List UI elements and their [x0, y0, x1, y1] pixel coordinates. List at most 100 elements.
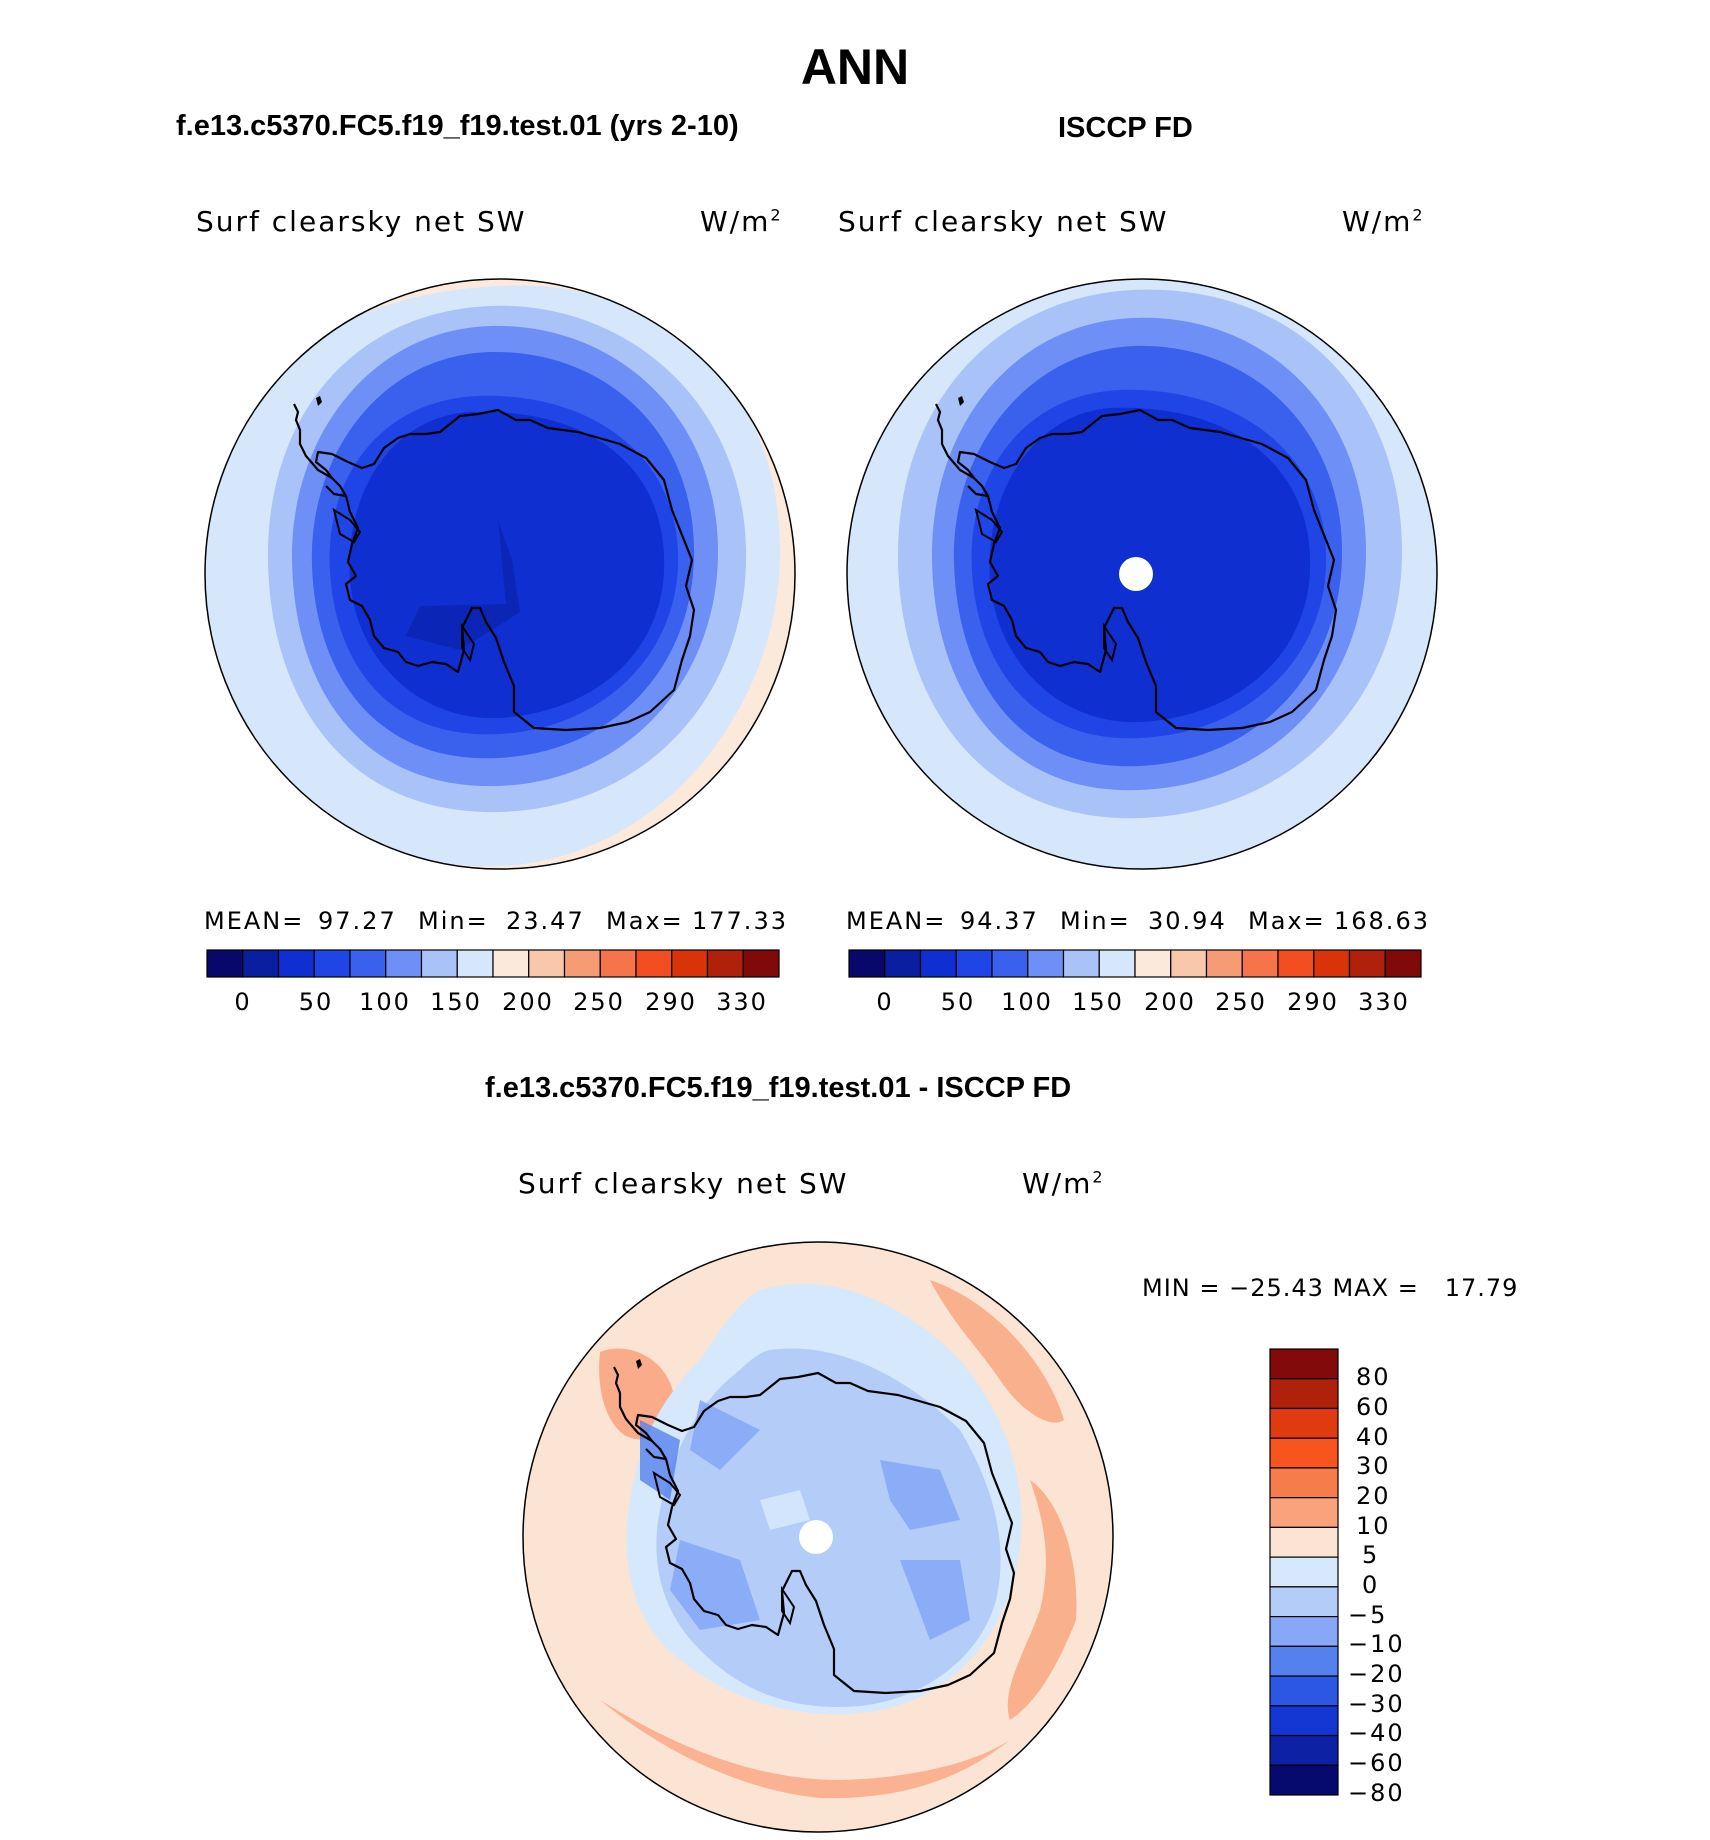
- diff-ice-shelf: [781, 1585, 796, 1626]
- diff-units-label: W/m2: [1022, 1167, 1105, 1200]
- model-map-border: [204, 278, 796, 870]
- obs-colorbar-label: 200: [1144, 988, 1196, 1016]
- model-colorbar-label: 150: [430, 988, 482, 1016]
- diff-colorbar-label: 10: [1356, 1512, 1391, 1540]
- model-min-label: Min=: [418, 907, 489, 935]
- diff-colorbar-box: [1269, 1348, 1339, 1380]
- diff-colorbar-label: −20: [1348, 1660, 1405, 1688]
- obs-colorbar-label: 100: [1001, 988, 1053, 1016]
- model-colorbar-label: 50: [298, 988, 334, 1016]
- model-colorbar-box: [671, 949, 709, 978]
- obs-colorbar-box: [1384, 949, 1422, 978]
- model-max-label: Max=: [606, 907, 684, 935]
- obs-variable-label: Surf clearsky net SW: [838, 205, 1169, 238]
- obs-polar-map: [846, 278, 1438, 870]
- obs-min-value: 30.94: [1148, 907, 1227, 935]
- obs-colorbar-box: [1098, 949, 1136, 978]
- model-min-value: 23.47: [506, 907, 585, 935]
- obs-colorbar-box: [1027, 949, 1065, 978]
- obs-ice-shelf: [974, 507, 1004, 544]
- diff-colorbar: [1269, 1348, 1339, 1796]
- model-peninsula-coastline: [293, 403, 347, 498]
- diff-field-level: [600, 1700, 1010, 1799]
- model-max-value: 177.33: [692, 907, 788, 935]
- diff-colorbar-label: 30: [1356, 1452, 1391, 1480]
- model-ice-shelf: [332, 507, 362, 544]
- diff-peninsula-coastline: [613, 1366, 667, 1461]
- diff-field-level: [880, 1460, 960, 1530]
- model-ice-shelf: [461, 622, 476, 663]
- obs-colorbar-label: 250: [1215, 988, 1267, 1016]
- obs-colorbar-label: 290: [1287, 988, 1339, 1016]
- obs-ice-shelf: [1103, 622, 1118, 663]
- obs-colorbar-box: [1170, 949, 1208, 978]
- model-colorbar-box: [492, 949, 530, 978]
- model-colorbar-box: [456, 949, 494, 978]
- diff-panel-header: f.e13.c5370.FC5.f19_f19.test.01 - ISCCP …: [485, 1072, 1072, 1104]
- model-colorbar-box: [385, 949, 423, 978]
- model-colorbar-box: [349, 949, 387, 978]
- diff-colorbar-box: [1269, 1705, 1339, 1737]
- diff-field-level: [690, 1400, 760, 1470]
- obs-panel-header: ISCCP FD: [1058, 112, 1193, 144]
- diff-colorbar-label: −80: [1348, 1779, 1405, 1807]
- obs-max-label: Max=: [1248, 907, 1326, 935]
- model-island: [316, 396, 322, 406]
- diff-colorbar-box: [1269, 1526, 1339, 1558]
- model-colorbar-box: [420, 949, 458, 978]
- model-variable-label: Surf clearsky net SW: [196, 205, 527, 238]
- diff-island: [636, 1359, 642, 1369]
- diff-colorbar-box: [1269, 1675, 1339, 1707]
- obs-colorbar-label: 0: [876, 988, 894, 1016]
- obs-colorbar-label: 150: [1072, 988, 1124, 1016]
- model-colorbar-label: 100: [359, 988, 411, 1016]
- diff-ice-shelf: [652, 1470, 682, 1507]
- diff-colorbar-label: 60: [1356, 1393, 1391, 1421]
- diff-colorbar-box: [1269, 1407, 1339, 1439]
- diff-colorbar-label: 0: [1362, 1571, 1380, 1599]
- diff-variable-label: Surf clearsky net SW: [518, 1167, 849, 1200]
- main-title: ANN: [800, 39, 910, 95]
- diff-colorbar-box: [1269, 1645, 1339, 1677]
- obs-colorbar-box: [848, 949, 886, 978]
- obs-colorbar-box: [991, 949, 1029, 978]
- diff-field-level: [599, 1348, 675, 1440]
- obs-colorbar-box: [1313, 949, 1351, 978]
- model-colorbar-box: [206, 949, 244, 978]
- diff-colorbar-box: [1269, 1734, 1339, 1766]
- model-colorbar: [206, 949, 780, 978]
- model-colorbar-box: [599, 949, 637, 978]
- model-colorbar-box: [277, 949, 315, 978]
- model-colorbar-box: [563, 949, 601, 978]
- obs-colorbar-box: [884, 949, 922, 978]
- obs-colorbar-box: [1277, 949, 1315, 978]
- obs-colorbar-box: [1134, 949, 1172, 978]
- obs-map-border: [846, 278, 1438, 870]
- diff-colorbar-label: 80: [1356, 1363, 1391, 1391]
- diff-colorbar-box: [1269, 1437, 1339, 1469]
- obs-colorbar-box: [1062, 949, 1100, 978]
- diff-polar-map: [522, 1241, 1114, 1833]
- diff-colorbar-label: −10: [1348, 1630, 1405, 1658]
- diff-pole-hole: [799, 1520, 833, 1554]
- diff-map-border: [522, 1241, 1114, 1833]
- model-colorbar-box: [242, 949, 280, 978]
- model-colorbar-box: [313, 949, 351, 978]
- diff-colorbar-box: [1269, 1497, 1339, 1529]
- obs-mean-label: MEAN=: [846, 907, 947, 935]
- diff-colorbar-box: [1269, 1764, 1339, 1796]
- model-colorbar-box: [742, 949, 780, 978]
- diff-colorbar-label: 40: [1356, 1423, 1391, 1451]
- model-colorbar-box: [706, 949, 744, 978]
- obs-mean-value: 94.37: [960, 907, 1039, 935]
- model-mean-label: MEAN=: [204, 907, 305, 935]
- model-field-level: [406, 520, 520, 650]
- model-colorbar-box: [635, 949, 673, 978]
- diff-colorbar-label: −30: [1348, 1690, 1405, 1718]
- obs-pole-hole: [1119, 557, 1153, 591]
- model-units-label: W/m2: [700, 205, 783, 238]
- model-colorbar-label: 200: [502, 988, 554, 1016]
- diff-colorbar-label: −5: [1348, 1601, 1388, 1629]
- diff-field-level: [900, 1560, 970, 1640]
